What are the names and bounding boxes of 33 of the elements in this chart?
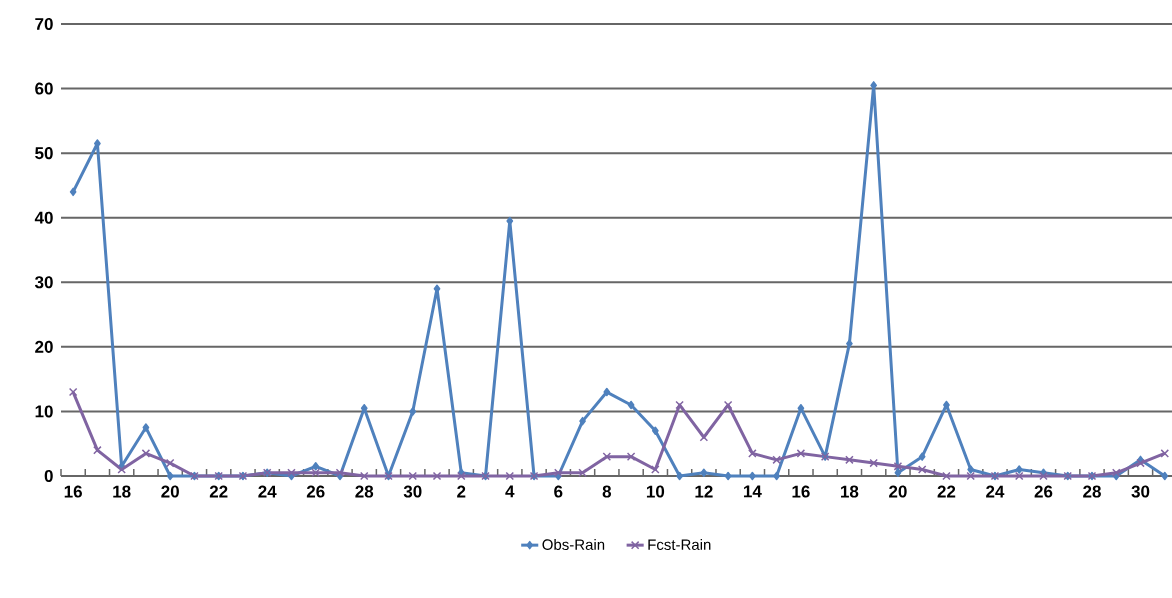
x-tick-label: 26 xyxy=(1034,485,1053,498)
x-tick-label: 24 xyxy=(258,485,277,498)
y-tick-label: 30 xyxy=(34,276,53,289)
x-tick-label: 16 xyxy=(792,485,810,498)
y-tick-label: 40 xyxy=(34,211,53,224)
x-tick-label: 10 xyxy=(646,485,665,498)
y-tick-label: 0 xyxy=(44,469,53,483)
x-tick-label: 6 xyxy=(554,485,563,498)
y-tick-label: 70 xyxy=(35,17,53,31)
y-tick-label: 10 xyxy=(35,405,53,418)
x-tick-label: 20 xyxy=(889,485,907,498)
y-tick-label: 60 xyxy=(35,82,53,95)
x-tick-label: 28 xyxy=(1083,485,1101,498)
legend-label: Obs-Rain xyxy=(542,538,605,550)
y-tick-label: 50 xyxy=(35,147,53,160)
legend-label: Fcst-Rain xyxy=(648,538,711,550)
x-tick-label: 20 xyxy=(161,485,179,498)
y-tick-label: 20 xyxy=(35,340,53,353)
x-tick-label: 22 xyxy=(937,485,956,498)
x-tick-label: 24 xyxy=(986,485,1005,498)
x-tick-label: 16 xyxy=(64,485,82,498)
x-tick-label: 14 xyxy=(743,485,762,498)
x-tick-label: 18 xyxy=(113,485,131,498)
x-tick-label: 8 xyxy=(602,485,612,498)
x-tick-label: 30 xyxy=(403,485,422,498)
x-tick-label: 18 xyxy=(841,485,859,498)
x-tick-label: 30 xyxy=(1131,485,1150,498)
x-tick-label: 4 xyxy=(505,485,515,498)
x-tick-label: 12 xyxy=(695,485,713,498)
x-tick-label: 26 xyxy=(306,485,325,498)
x-tick-label: 2 xyxy=(457,485,466,498)
x-tick-label: 28 xyxy=(355,485,374,498)
x-tick-label: 22 xyxy=(209,485,228,498)
